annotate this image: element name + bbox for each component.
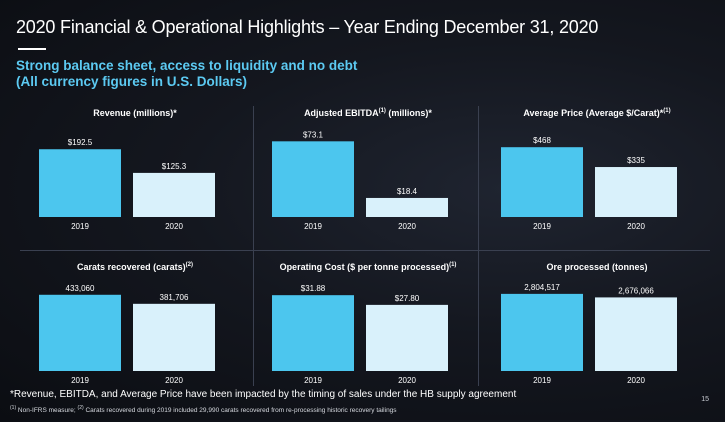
chart-title-superscript: (1) (663, 108, 671, 114)
row-divider (20, 250, 710, 251)
chart-title-superscript: (2) (185, 262, 193, 268)
chart-panel-operating-cost: Operating Cost ($ per tonne processed)(1… (258, 262, 478, 422)
data-label-2019: 433,060 (66, 284, 95, 293)
page-number: 15 (701, 396, 709, 403)
column-divider-left (253, 106, 254, 386)
x-tick-label-2019: 2019 (304, 376, 322, 385)
footnote-1-mark: (1) (10, 405, 17, 411)
x-tick-label-2019: 2019 (304, 222, 322, 231)
x-tick-label-2019: 2019 (71, 222, 89, 231)
bar-2020 (595, 297, 677, 371)
chart-panel-ore-processed: Ore processed (tonnes) 2,804,517 2019 2,676… (487, 262, 707, 422)
data-label-2019: 2,804,517 (524, 283, 560, 292)
data-label-2019: $73.1 (303, 130, 324, 139)
chart-title-text: Average Price (Average $/Carat)* (523, 108, 664, 118)
data-label-2019: $468 (533, 136, 551, 145)
footnote-1-text: Non-IFRS measure; (16, 407, 78, 415)
bar-2019 (39, 149, 121, 217)
chart-title: Average Price (Average $/Carat)*(1) (487, 108, 707, 118)
page-title: 2020 Financial & Operational Highlights … (16, 17, 599, 37)
bar-chart: 2,804,517 2019 2,676,066 2020 (501, 283, 677, 385)
chart-title-text: Ore processed (tonnes) (546, 262, 648, 272)
footnote-2-mark: (2) (77, 405, 84, 411)
x-tick-label-2019: 2019 (533, 376, 551, 385)
bar-2019 (39, 294, 121, 371)
data-label-2020: $335 (627, 156, 645, 165)
data-label-2019: $192.5 (68, 138, 93, 147)
bar-2019 (272, 295, 354, 371)
bar-2020 (133, 303, 215, 371)
chart-title-superscript: (1) (449, 262, 457, 268)
chart-title-text: Revenue (millions)* (93, 108, 177, 118)
chart-title-text: Operating Cost ($ per tonne processed) (279, 262, 450, 272)
x-tick-label-2020: 2020 (398, 376, 416, 385)
bar-chart: 433,060 2019 381,706 2020 (39, 284, 215, 385)
subtitle-line-1: Strong balance sheet, access to liquidit… (16, 58, 358, 73)
data-label-2020: $27.80 (395, 294, 420, 303)
column-divider-right (478, 106, 479, 386)
x-tick-label-2020: 2020 (627, 376, 645, 385)
chart-title: Ore processed (tonnes) (487, 262, 707, 272)
bar-2019 (501, 147, 583, 217)
footnote-main: *Revenue, EBITDA, and Average Price have… (10, 389, 517, 400)
chart-title-suffix: (millions)* (385, 108, 432, 118)
bar-chart: $192.5 2019 $125.3 2020 (39, 138, 215, 231)
chart-title-text: Carats recovered (carats) (77, 262, 186, 272)
data-label-2020: 2,676,066 (618, 286, 654, 295)
x-tick-label-2020: 2020 (398, 222, 416, 231)
chart-title-text: Adjusted EBITDA (304, 108, 379, 118)
x-tick-label-2019: 2019 (533, 222, 551, 231)
chart-panel-revenue: Revenue (millions)* $192.5 2019 $125.3 2020 (25, 108, 245, 268)
footnote-2-text: Carats recovered during 2019 included 29… (83, 407, 397, 415)
chart-panel-average-price: Average Price (Average $/Carat)*(1) $468 2… (487, 108, 707, 268)
chart-title: Revenue (millions)* (25, 108, 245, 118)
x-tick-label-2019: 2019 (71, 376, 89, 385)
data-label-2019: $31.88 (301, 284, 326, 293)
bar-2019 (501, 293, 583, 371)
footnote-definitions: (1) Non-IFRS measure; (2) Carats recover… (10, 405, 397, 414)
bar-2020 (366, 304, 448, 371)
bar-2019 (272, 141, 354, 217)
chart-title: Carats recovered (carats)(2) (25, 262, 245, 272)
chart-title-superscript: (1) (378, 108, 386, 114)
bar-chart: $73.1 2019 $18.4 2020 (272, 130, 448, 231)
chart-title: Adjusted EBITDA(1) (millions)* (258, 108, 478, 118)
bar-2020 (595, 167, 677, 217)
x-tick-label-2020: 2020 (165, 376, 183, 385)
chart-panel-carats-recovered: Carats recovered (carats)(2) 433,060 2019 3… (25, 262, 245, 422)
chart-title: Operating Cost ($ per tonne processed)(1… (258, 262, 478, 272)
x-tick-label-2020: 2020 (627, 222, 645, 231)
bar-2020 (133, 172, 215, 217)
bar-2020 (366, 197, 448, 217)
bar-chart: $31.88 2019 $27.80 2020 (272, 284, 448, 385)
data-label-2020: 381,706 (160, 293, 189, 302)
chart-panel-adjusted-ebitda: Adjusted EBITDA(1) (millions)* $73.1 2019 $… (258, 108, 478, 268)
data-label-2020: $18.4 (397, 187, 418, 196)
page-subtitle: Strong balance sheet, access to liquidit… (16, 58, 357, 90)
data-label-2020: $125.3 (162, 162, 187, 171)
bar-chart: $468 2019 $335 2020 (501, 136, 677, 231)
subtitle-line-2: (All currency figures in U.S. Dollars) (16, 74, 248, 89)
x-tick-label-2020: 2020 (165, 222, 183, 231)
title-underline (18, 48, 46, 50)
